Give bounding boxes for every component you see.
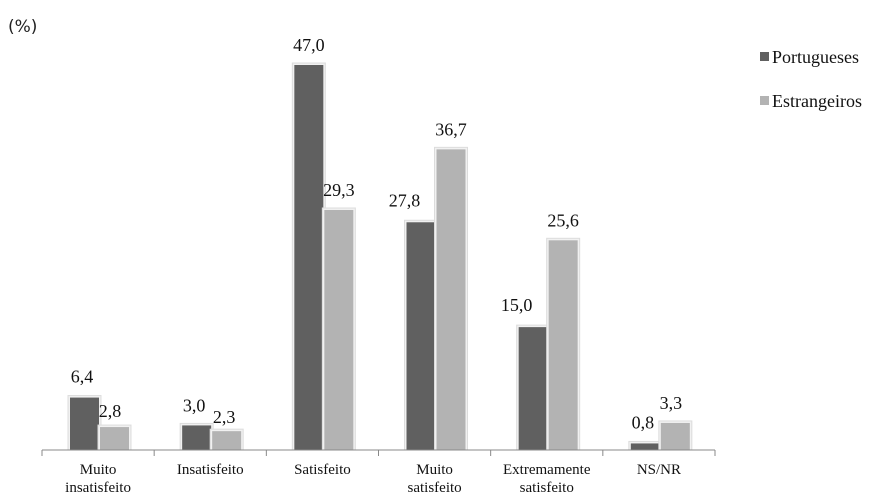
category-label: satisfeito (408, 480, 462, 496)
category-label: NS/NR (637, 462, 681, 478)
x-axis-ticks (41, 450, 716, 456)
category-label: Insatisfeito (177, 462, 244, 478)
legend-label-portugueses: Portugueses (772, 47, 859, 67)
bar-portugueses (70, 397, 99, 450)
data-label-portugueses: 27,8 (389, 190, 421, 210)
bar-estrangeiros (660, 422, 690, 450)
data-label-estrangeiros: 36,7 (435, 119, 467, 139)
data-label-portugueses: 0,8 (632, 412, 655, 432)
category-label: Muito (80, 462, 117, 478)
data-label-estrangeiros: 29,3 (323, 180, 355, 200)
legend-label-estrangeiros: Estrangeiros (772, 91, 862, 111)
bar-estrangeiros (100, 427, 129, 450)
bar-estrangeiros (212, 431, 242, 450)
y-axis-label: (%) (8, 17, 37, 37)
legend-swatch-estrangeiros (760, 96, 769, 105)
bar-portugueses (182, 425, 212, 450)
category-label: Muito (416, 462, 453, 478)
category-label: Satisfeito (294, 462, 351, 478)
data-labels-group: 6,42,8 3,0 2,3 47,0 29,3 27,8 36,7 15,0 25,6 0,83… (71, 35, 682, 432)
data-label-portugueses: 47,0 (293, 35, 325, 55)
bar-estrangeiros (548, 240, 578, 450)
category-label: Extremamente (503, 462, 591, 478)
bar-portugueses (294, 65, 324, 450)
bar-portugueses (518, 327, 548, 450)
bar-portugueses (630, 443, 660, 450)
data-label-estrangeiros: 2,3 (213, 407, 236, 427)
data-label-estrangeiros: 25,6 (547, 210, 579, 230)
data-label-estrangeiros: 3,3 (660, 393, 683, 413)
bar-estrangeiros (324, 209, 354, 450)
category-labels-group: Muito insatisfeito Insatisfeito Satisfeito M… (65, 462, 681, 496)
bar-estrangeiros (436, 149, 466, 450)
category-label: insatisfeito (65, 480, 131, 496)
data-label-portugueses: 3,0 (183, 395, 206, 415)
bar-portugueses (406, 222, 436, 450)
bars-group (67, 62, 693, 451)
data-label-estrangeiros: 2,8 (99, 401, 122, 421)
data-label-portugueses: 15,0 (501, 295, 533, 315)
category-label: satisfeito (520, 480, 574, 496)
legend: Portugueses Estrangeiros (760, 47, 862, 111)
data-label-portugueses: 6,4 (71, 367, 94, 387)
legend-swatch-portugueses (760, 52, 769, 61)
